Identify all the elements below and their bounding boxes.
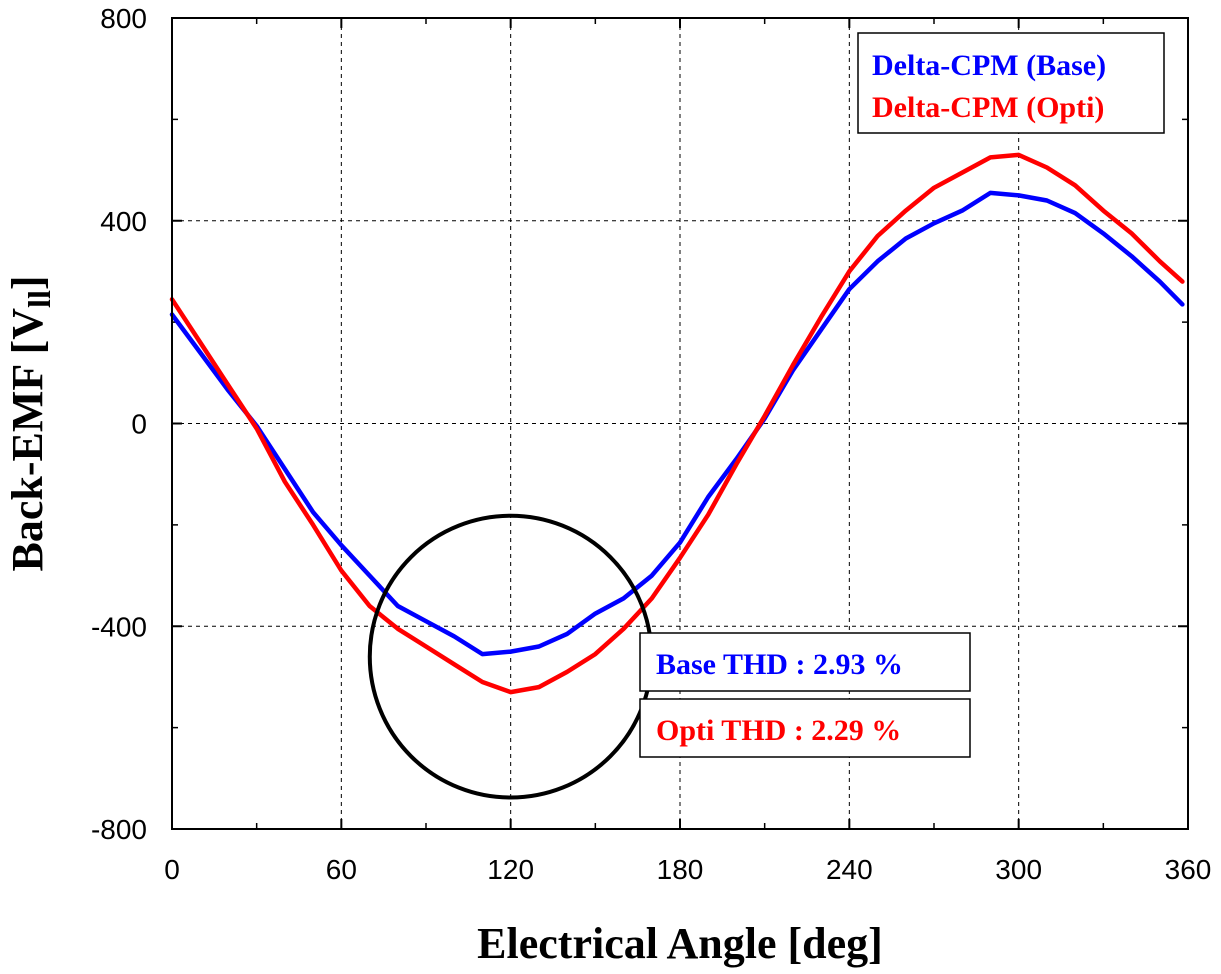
thd-opti-box xyxy=(639,698,971,758)
x-axis-title: Electrical Angle [deg] xyxy=(477,919,883,968)
series-line-opti xyxy=(169,152,1185,695)
x-tick-label: 60 xyxy=(326,854,357,885)
y-axis-title-subscript: ll xyxy=(21,290,57,308)
y-axis-title-main: Back-EMF [V xyxy=(3,308,52,572)
thd-base-box xyxy=(639,632,971,692)
legend: Delta-CPM (Base) Delta-CPM (Opti) xyxy=(857,32,1165,134)
x-tick-label: 300 xyxy=(995,854,1042,885)
x-tick-label: 360 xyxy=(1165,854,1212,885)
plot-frame xyxy=(171,17,1189,830)
y-tick-label: 800 xyxy=(100,3,147,34)
y-tick-label: -800 xyxy=(91,814,147,845)
legend-entry-base: Delta-CPM (Base) xyxy=(872,49,1106,82)
thd-base-annotation: Base THD : 2.93 % xyxy=(639,632,971,692)
series-line-base xyxy=(169,190,1185,657)
y-tick-label: 400 xyxy=(100,206,147,237)
x-tick-label: 180 xyxy=(657,854,704,885)
thd-base-text: Base THD : 2.93 % xyxy=(656,648,903,681)
legend-entry-opti: Delta-CPM (Opti) xyxy=(872,91,1104,124)
thd-opti-annotation: Opti THD : 2.29 % xyxy=(639,698,971,758)
y-axis-title-end: ] xyxy=(3,276,52,291)
x-tick-label: 240 xyxy=(826,854,873,885)
legend-box xyxy=(857,32,1165,134)
thd-opti-text: Opti THD : 2.29 % xyxy=(656,714,901,747)
x-tick-label: 120 xyxy=(487,854,534,885)
tick-labels: 0 60 120 180 240 300 360 -800 -400 0 400 800 xyxy=(91,3,1211,885)
y-tick-label: 0 xyxy=(131,409,147,440)
y-axis-title: Back-EMF [Vll] xyxy=(3,276,57,572)
x-tick-label: 0 xyxy=(164,854,180,885)
y-tick-label: -400 xyxy=(91,611,147,642)
series-lines xyxy=(169,152,1185,695)
